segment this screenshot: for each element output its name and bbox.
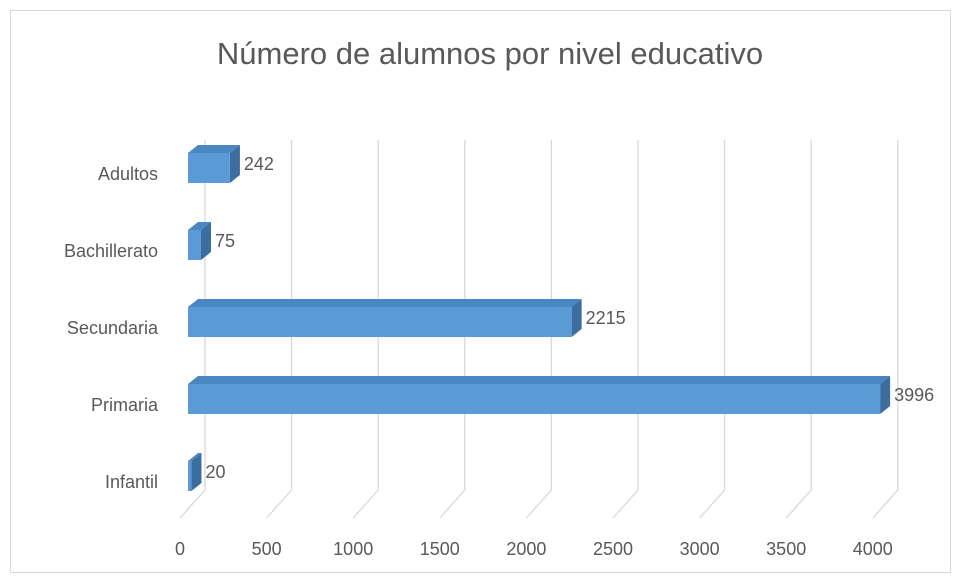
bar xyxy=(188,230,201,260)
bar xyxy=(188,153,230,183)
grid-line xyxy=(872,140,899,519)
x-tick-label: 2500 xyxy=(593,539,633,559)
x-tick-label: 1500 xyxy=(420,539,460,559)
bar-side xyxy=(191,453,202,491)
bar-side xyxy=(880,376,891,414)
grid-line xyxy=(352,140,379,519)
grid-line xyxy=(612,140,639,519)
grid-line xyxy=(266,140,293,519)
bar-top xyxy=(188,453,202,461)
bar xyxy=(188,384,881,414)
bar xyxy=(188,307,572,337)
category-label: Secundaria xyxy=(67,318,159,338)
x-tick-label: 4000 xyxy=(853,539,893,559)
x-tick-label: 3500 xyxy=(766,539,806,559)
x-tick-label: 0 xyxy=(175,539,185,559)
chart-title: Número de alumnos por nivel educativo xyxy=(217,36,763,71)
bar-side xyxy=(229,145,240,183)
bar-side xyxy=(571,299,582,337)
bar xyxy=(188,461,192,491)
x-tick-label: 3000 xyxy=(680,539,720,559)
x-tick-label: 500 xyxy=(252,539,282,559)
bar-top xyxy=(188,145,240,153)
category-label: Infantil xyxy=(105,472,158,492)
category-label: Adultos xyxy=(98,164,158,184)
x-tick-label: 1000 xyxy=(333,539,373,559)
bar-top xyxy=(188,299,582,307)
value-label: 75 xyxy=(215,231,235,251)
bar-side xyxy=(200,222,211,260)
value-label: 242 xyxy=(244,154,274,174)
value-label: 3996 xyxy=(894,385,934,405)
x-tick-label: 2000 xyxy=(506,539,546,559)
bar-top xyxy=(188,376,891,384)
bar-top xyxy=(188,222,211,230)
grid-line xyxy=(525,140,553,519)
chart-border xyxy=(10,10,951,573)
category-label: Bachillerato xyxy=(64,241,158,261)
category-label: Primaria xyxy=(91,395,159,415)
grid-line xyxy=(785,140,812,519)
grid-line xyxy=(439,140,466,519)
value-label: 2215 xyxy=(586,308,626,328)
grid-line xyxy=(699,140,726,519)
value-label: 20 xyxy=(205,462,225,482)
